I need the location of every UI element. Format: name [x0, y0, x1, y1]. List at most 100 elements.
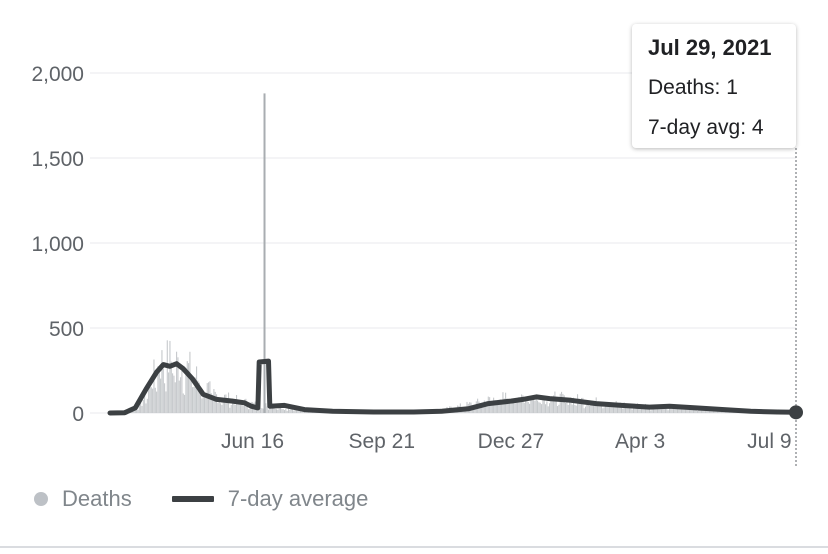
deaths-bar: [192, 387, 194, 413]
deaths-bar: [198, 382, 200, 413]
deaths-bar: [708, 409, 710, 413]
deaths-bar: [596, 406, 599, 413]
deaths-bar: [581, 397, 583, 413]
deaths-bar: [541, 404, 543, 413]
x-tick-label: Sep 21: [348, 430, 415, 453]
deaths-bar: [249, 408, 251, 413]
deaths-bar: [583, 408, 585, 413]
deaths-bar: [667, 410, 669, 413]
deaths-bar: [495, 403, 497, 413]
tooltip-avg: 7-day avg: 4: [648, 116, 764, 139]
deaths-bar: [184, 394, 186, 413]
legend-avg-label: 7-day average: [227, 486, 369, 511]
deaths-bar: [558, 404, 560, 413]
legend-deaths-swatch: [34, 492, 48, 506]
deaths-bar: [510, 403, 512, 413]
deaths-bar: [668, 406, 670, 413]
deaths-bar: [647, 406, 649, 413]
deaths-bar: [160, 378, 162, 413]
deaths-bar: [545, 404, 547, 413]
deaths-bar: [688, 407, 690, 413]
deaths-bar: [695, 410, 697, 413]
deaths-bar: [482, 405, 484, 413]
deaths-bar: [144, 389, 146, 413]
deaths-bar: [218, 398, 220, 413]
deaths-bar: [620, 407, 623, 413]
deaths-bar: [526, 401, 528, 413]
deaths-bar: [263, 93, 266, 414]
deaths-bar: [700, 410, 702, 413]
deaths-bar: [718, 410, 720, 413]
deaths-bar: [655, 409, 657, 413]
deaths-bar: [233, 400, 235, 413]
deaths-bar: [490, 403, 492, 413]
deaths-bar: [293, 410, 295, 413]
deaths-bar: [611, 405, 613, 413]
deaths-bar: [566, 399, 568, 413]
deaths-bar: [145, 403, 147, 413]
deaths-bar: [210, 393, 212, 413]
deaths-bar: [642, 408, 644, 413]
deaths-bar: [261, 408, 263, 413]
deaths-bar: [190, 376, 192, 413]
deaths-bar: [603, 407, 605, 413]
deaths-bar: [222, 398, 224, 413]
deaths-bar: [578, 398, 580, 413]
deaths-bar: [632, 405, 635, 413]
deaths-bar: [575, 405, 577, 413]
deaths-bar: [684, 409, 686, 413]
deaths-bar: [686, 408, 688, 413]
deaths-bar: [531, 396, 533, 413]
deaths-bar: [267, 409, 270, 413]
deaths-bar: [523, 402, 525, 413]
deaths-chart[interactable]: 0 500 1,000 1,500 2,000 Jun 16 Sep 21 Dec 27 Ap…: [0, 0, 828, 470]
deaths-bar: [670, 404, 672, 413]
deaths-bar: [290, 408, 292, 413]
deaths-bar: [229, 407, 231, 413]
deaths-bar: [634, 405, 636, 413]
deaths-bar: [630, 405, 632, 413]
deaths-bar: [594, 405, 596, 413]
deaths-bar: [221, 404, 223, 413]
deaths-bar: [168, 372, 170, 413]
deaths-bar: [676, 407, 678, 413]
deaths-bar: [154, 387, 156, 413]
deaths-bar: [189, 351, 191, 413]
deaths-bar: [274, 408, 276, 413]
deaths-bar: [196, 366, 198, 413]
deaths-bar: [587, 402, 589, 413]
deaths-bar: [569, 401, 571, 413]
deaths-bar: [699, 409, 701, 413]
deaths-bar: [539, 402, 541, 413]
y-tick-label: 500: [49, 318, 84, 341]
deaths-bar: [546, 401, 548, 413]
deaths-bar: [204, 395, 206, 413]
deaths-bar: [153, 359, 155, 413]
deaths-bar: [675, 407, 677, 413]
deaths-bar: [507, 403, 509, 413]
deaths-bar: [627, 405, 629, 413]
deaths-bar: [687, 409, 689, 413]
deaths-bar: [259, 408, 262, 413]
deaths-bar: [286, 410, 288, 413]
deaths-bar: [706, 410, 708, 413]
deaths-bar: [241, 402, 243, 413]
deaths-bar: [549, 403, 551, 413]
deaths-bar: [240, 404, 242, 413]
y-axis-ticks: 0 500 1,000 1,500 2,000: [31, 63, 84, 426]
y-tick-label: 2,000: [31, 63, 84, 86]
deaths-bar: [178, 380, 180, 413]
deaths-bar: [232, 398, 234, 413]
deaths-bar: [563, 395, 565, 413]
deaths-bar: [242, 405, 244, 413]
deaths-bar: [723, 411, 725, 413]
x-axis-ticks: Jun 16 Sep 21 Dec 27 Apr 3 Jul 9: [221, 430, 792, 453]
deaths-bar: [690, 408, 692, 413]
deaths-bar: [674, 407, 676, 413]
deaths-bar: [509, 398, 511, 413]
deaths-bar: [586, 404, 588, 413]
deaths-bar: [277, 409, 279, 413]
deaths-bar: [648, 409, 651, 413]
deaths-bar: [177, 357, 179, 413]
deaths-bar: [170, 361, 172, 413]
